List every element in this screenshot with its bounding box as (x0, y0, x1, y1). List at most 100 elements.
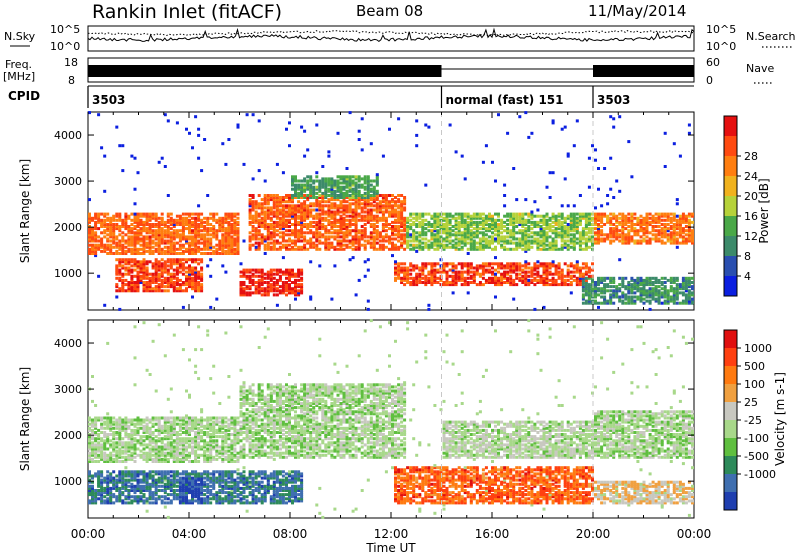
heatmap-cell (484, 227, 488, 231)
heatmap-cell (478, 243, 482, 247)
heatmap-cell (630, 291, 634, 295)
heatmap-cell (509, 268, 513, 272)
heatmap-cell (166, 214, 170, 218)
heatmap-cell (524, 231, 528, 235)
heatmap-cell (100, 489, 104, 492)
heatmap-cell (254, 291, 258, 295)
heatmap-cell (578, 216, 582, 220)
heatmap-cell (391, 210, 394, 214)
heatmap-cell (260, 218, 264, 222)
heatmap-cell (478, 241, 482, 245)
heatmap-cell (475, 245, 479, 249)
heatmap-cell (354, 212, 358, 216)
heatmap-cell (684, 293, 688, 297)
heatmap-cell (118, 260, 122, 264)
heatmap-cell (469, 223, 473, 226)
heatmap-cell (457, 247, 461, 251)
heatmap-cell (251, 272, 255, 276)
heatmap-cell (381, 229, 385, 233)
heatmap-cell (451, 245, 455, 249)
heatmap-cell (527, 266, 531, 270)
heatmap-cell (515, 268, 519, 272)
heatmap-cell (254, 247, 258, 251)
heatmap-cell (351, 187, 355, 191)
heatmap-cell (118, 225, 122, 228)
heatmap-cell (115, 266, 119, 270)
heatmap-cell (100, 237, 104, 241)
heatmap-cell (418, 278, 422, 282)
heatmap-cell (136, 249, 140, 253)
heatmap-cell (515, 247, 519, 251)
heatmap-cell (584, 227, 588, 231)
heatmap-cell (257, 289, 261, 293)
heatmap-cell (675, 276, 679, 280)
heatmap-cell (521, 278, 525, 282)
y-tick-label: 2000 (54, 221, 82, 234)
heatmap-cell (615, 287, 619, 291)
heatmap-cell (336, 239, 340, 243)
heatmap-cell (394, 270, 397, 274)
heatmap-cell (672, 223, 676, 226)
heatmap-cell (291, 183, 294, 187)
heatmap-cell (503, 241, 507, 245)
heatmap-cell (330, 183, 334, 187)
heatmap-cell (318, 196, 322, 199)
heatmap-cell (166, 247, 170, 251)
heatmap-cell (648, 231, 652, 235)
heatmap-cell (627, 237, 631, 241)
heatmap-cell (384, 235, 388, 239)
heatmap-cell (154, 278, 158, 282)
heatmap-cell (509, 276, 513, 280)
heatmap-cell (594, 299, 597, 303)
heatmap-cell (330, 216, 334, 220)
heatmap-cell (363, 223, 367, 226)
heatmap-cell (148, 239, 152, 243)
heatmap-cell (624, 276, 628, 280)
heatmap-cell (430, 276, 434, 280)
heatmap-cell (148, 245, 152, 249)
heatmap-cell (315, 225, 319, 228)
heatmap-cell (203, 138, 207, 141)
heatmap-cell (663, 214, 667, 218)
heatmap-cell (91, 445, 94, 449)
heatmap-cell (497, 235, 500, 239)
heatmap-cell (663, 301, 667, 305)
heatmap-cell (400, 281, 404, 284)
heatmap-cell (621, 212, 625, 216)
heatmap-cell (342, 225, 346, 228)
heatmap-cell (288, 276, 291, 280)
heatmap-cell (178, 239, 182, 243)
heatmap-cell (636, 241, 640, 245)
heatmap-cell (415, 214, 419, 218)
heatmap-cell (303, 235, 307, 239)
heatmap-cell (88, 447, 91, 451)
heatmap-cell (497, 283, 500, 287)
heatmap-cell (572, 216, 576, 220)
heatmap-cell (497, 278, 500, 282)
heatmap-cell (691, 299, 694, 303)
heatmap-cell (175, 276, 179, 280)
heatmap-cell (127, 268, 131, 272)
heatmap-cell (272, 289, 276, 293)
heatmap-cell (318, 212, 322, 216)
heatmap-cell (503, 214, 507, 218)
heatmap-cell (672, 293, 676, 297)
heatmap-cell (212, 249, 216, 253)
heatmap-cell (445, 218, 449, 222)
heatmap-cell (281, 233, 285, 237)
heatmap-cell (351, 216, 355, 220)
heatmap-cell (575, 237, 579, 241)
heatmap-cell (115, 249, 119, 253)
heatmap-cell (639, 283, 643, 287)
heatmap-cell (642, 239, 646, 243)
heatmap-cell (406, 268, 410, 272)
heatmap-cell (378, 231, 382, 235)
heatmap-cell (475, 235, 479, 239)
heatmap-cell (94, 449, 98, 453)
heatmap-cell (424, 237, 428, 241)
heatmap-cell (415, 264, 419, 268)
heatmap-cell (515, 231, 519, 235)
heatmap-cell (615, 237, 619, 241)
heatmap-cell (518, 216, 522, 220)
heatmap-cell (136, 276, 140, 280)
